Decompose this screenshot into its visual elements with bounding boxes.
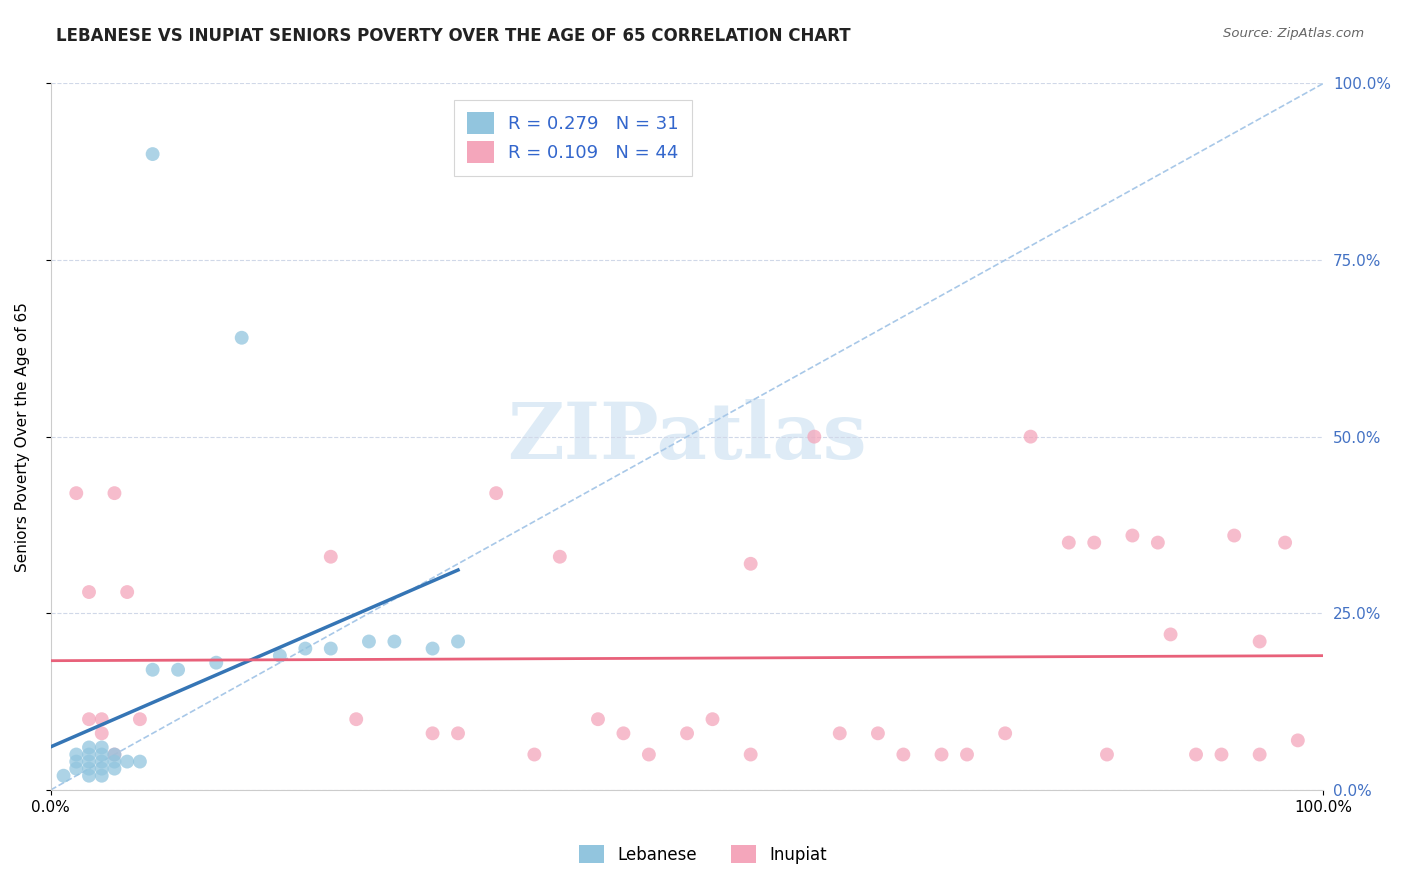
Point bbox=[90, 762, 112, 776]
Point bbox=[548, 549, 571, 564]
Point bbox=[828, 726, 851, 740]
Point bbox=[447, 634, 470, 648]
Point bbox=[142, 663, 165, 677]
Point bbox=[803, 430, 825, 444]
Point bbox=[77, 755, 100, 769]
Point bbox=[1095, 747, 1118, 762]
Point bbox=[485, 486, 508, 500]
Point bbox=[1249, 747, 1271, 762]
Point bbox=[1057, 535, 1080, 549]
Point bbox=[994, 726, 1017, 740]
Point bbox=[103, 755, 125, 769]
Point bbox=[1185, 747, 1208, 762]
Point bbox=[103, 747, 125, 762]
Point bbox=[90, 769, 112, 783]
Point bbox=[422, 726, 444, 740]
Point bbox=[231, 331, 253, 345]
Point bbox=[1147, 535, 1170, 549]
Point bbox=[129, 755, 152, 769]
Point bbox=[294, 641, 316, 656]
Point bbox=[384, 634, 406, 648]
Point bbox=[77, 740, 100, 755]
Point bbox=[956, 747, 979, 762]
Point bbox=[77, 585, 100, 599]
Y-axis label: Seniors Poverty Over the Age of 65: Seniors Poverty Over the Age of 65 bbox=[15, 301, 30, 572]
Point bbox=[65, 762, 87, 776]
Point bbox=[1019, 430, 1042, 444]
Point bbox=[344, 712, 367, 726]
Point bbox=[90, 740, 112, 755]
Point bbox=[740, 747, 762, 762]
Point bbox=[90, 712, 112, 726]
Point bbox=[115, 585, 138, 599]
Point bbox=[65, 755, 87, 769]
Point bbox=[90, 726, 112, 740]
Point bbox=[586, 712, 609, 726]
Point bbox=[205, 656, 228, 670]
Point bbox=[77, 769, 100, 783]
Point bbox=[1160, 627, 1182, 641]
Point bbox=[357, 634, 380, 648]
Point bbox=[77, 762, 100, 776]
Point bbox=[422, 641, 444, 656]
Point bbox=[65, 486, 87, 500]
Point bbox=[1249, 634, 1271, 648]
Point bbox=[523, 747, 546, 762]
Point bbox=[319, 641, 342, 656]
Point bbox=[676, 726, 699, 740]
Point bbox=[319, 549, 342, 564]
Point bbox=[77, 747, 100, 762]
Point bbox=[1211, 747, 1233, 762]
Point bbox=[447, 726, 470, 740]
Point bbox=[142, 147, 165, 161]
Point bbox=[1083, 535, 1105, 549]
Point bbox=[103, 747, 125, 762]
Text: Source: ZipAtlas.com: Source: ZipAtlas.com bbox=[1223, 27, 1364, 40]
Point bbox=[77, 712, 100, 726]
Point bbox=[1274, 535, 1296, 549]
Point bbox=[103, 486, 125, 500]
Point bbox=[129, 712, 152, 726]
Point bbox=[115, 755, 138, 769]
Legend: R = 0.279   N = 31, R = 0.109   N = 44: R = 0.279 N = 31, R = 0.109 N = 44 bbox=[454, 100, 692, 176]
Point bbox=[52, 769, 75, 783]
Point bbox=[866, 726, 889, 740]
Point bbox=[269, 648, 291, 663]
Point bbox=[1286, 733, 1309, 747]
Point bbox=[90, 755, 112, 769]
Point bbox=[1121, 528, 1143, 542]
Point bbox=[103, 762, 125, 776]
Legend: Lebanese, Inupiat: Lebanese, Inupiat bbox=[572, 838, 834, 871]
Point bbox=[702, 712, 724, 726]
Point bbox=[893, 747, 915, 762]
Point bbox=[931, 747, 953, 762]
Point bbox=[1223, 528, 1246, 542]
Point bbox=[740, 557, 762, 571]
Point bbox=[65, 747, 87, 762]
Text: LEBANESE VS INUPIAT SENIORS POVERTY OVER THE AGE OF 65 CORRELATION CHART: LEBANESE VS INUPIAT SENIORS POVERTY OVER… bbox=[56, 27, 851, 45]
Point bbox=[638, 747, 661, 762]
Point bbox=[167, 663, 190, 677]
Point bbox=[90, 747, 112, 762]
Point bbox=[612, 726, 634, 740]
Text: ZIPatlas: ZIPatlas bbox=[508, 399, 868, 475]
